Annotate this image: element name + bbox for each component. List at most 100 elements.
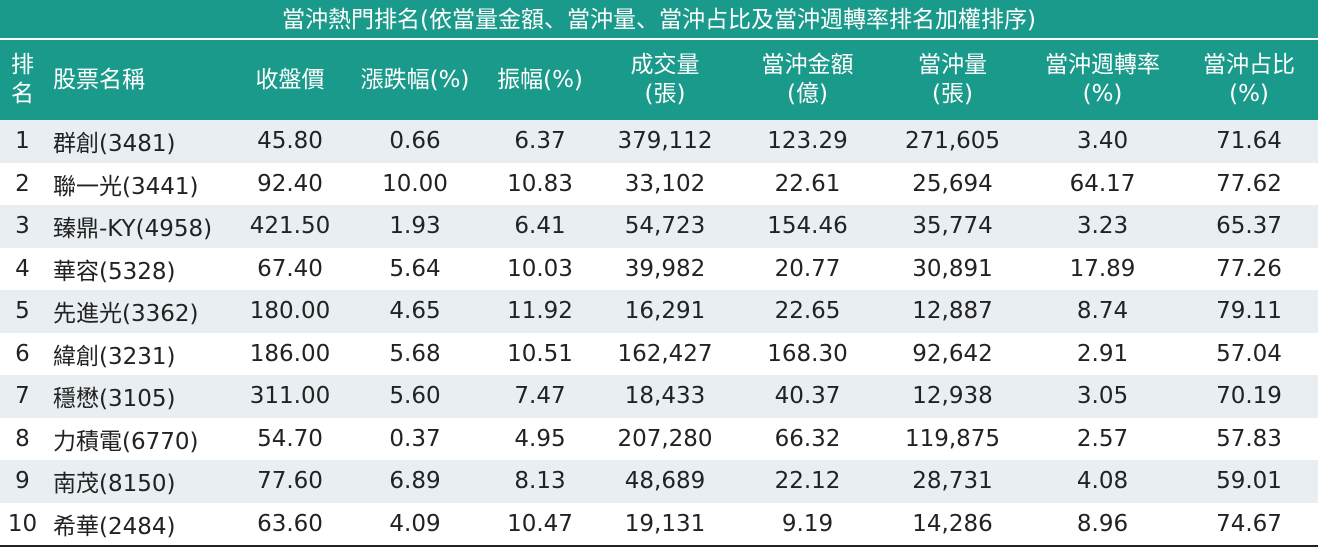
column-header: 當沖占比 (%) [1180,40,1318,120]
table-cell: 力積電(6770) [53,428,199,455]
table-cell: 群創(3481) [45,120,235,163]
table-cell: 74.67 [1216,510,1282,537]
table-cell: 19,131 [624,510,706,537]
table-row: 4 華容(5328) 67.40 5.64 10.03 39,982 20.77 30,891… [0,248,1318,291]
table-cell: 421.50 [235,205,345,248]
table-cell: 30,891 [912,255,993,282]
table-cell: 59.01 [1180,460,1318,503]
table-cell: 22.61 [774,170,841,197]
table-cell: 14,286 [912,510,993,537]
table-cell: 67.40 [257,255,323,282]
table-row: 3 臻鼎-KY(4958) 421.50 1.93 6.41 54,723 154.46 35… [0,205,1318,248]
column-header: 振幅(%) [485,40,595,120]
table-cell: 12,938 [880,375,1025,418]
table-cell: 臻鼎-KY(4958) [45,205,235,248]
table-row: 6 緯創(3231) 186.00 5.68 10.51 162,427 168.30 92,… [0,333,1318,376]
table-cell: 162,427 [617,340,713,367]
table-cell: 20.77 [774,255,841,282]
table-cell: 穩懋(3105) [45,375,235,418]
table-cell: 1 [0,120,45,163]
table-cell: 2 [15,170,30,197]
table-cell: 63.60 [257,510,323,537]
table-cell: 4.65 [345,290,485,333]
table-cell: 0.66 [345,120,485,163]
table-cell: 25,694 [912,170,993,197]
column-header: 排 名 [0,40,45,120]
table-cell: 92.40 [257,170,323,197]
table-cell: 7.47 [485,375,595,418]
table-cell: 40.37 [735,375,880,418]
table-cell: 186.00 [249,340,331,367]
table-title: 當沖熱門排名(依當量金額、當沖量、當沖占比及當沖週轉率排名加權排序) [0,0,1318,40]
table-cell: 28,731 [880,460,1025,503]
table-cell: 4.08 [1025,460,1180,503]
table-cell: 22.65 [735,290,880,333]
table-cell: 2.57 [1076,425,1129,452]
table-row: 9 南茂(8150) 77.60 6.89 8.13 48,689 22.12 28,731 4… [0,460,1318,503]
table-cell: 48,689 [595,460,735,503]
table-cell: 3.23 [1025,205,1180,248]
table-cell: 6 [15,340,30,367]
table-cell: 39,982 [624,255,706,282]
table-cell: 54,723 [595,205,735,248]
table-cell: 10.83 [507,170,573,197]
table-cell: 18,433 [595,375,735,418]
table-cell: 35,774 [880,205,1025,248]
table-cell: 聯一光(3441) [53,173,199,200]
ranking-table: 排 名股票名稱 收盤價 漲跌幅(%) 振幅(%) 成交量 (張) 當沖金額 (億) 當沖量 … [0,40,1318,547]
table-cell: 379,112 [595,120,735,163]
table-row: 2 聯一光(3441) 92.40 10.00 10.83 33,102 22.61 25,6… [0,163,1318,206]
table-cell: 南茂(8150) [45,460,235,503]
table-cell: 0.37 [389,425,441,452]
table-cell: 4 [15,255,30,282]
table-row: 10 希華(2484) 63.60 4.09 10.47 19,131 9.19 14,286… [0,503,1318,547]
table-cell: 10.03 [507,255,573,282]
table-cell: 9.19 [781,510,834,537]
column-header: 當沖週轉率 (%) [1025,40,1180,120]
table-cell: 6.41 [485,205,595,248]
table-header: 排 名股票名稱 收盤價 漲跌幅(%) 振幅(%) 成交量 (張) 當沖金額 (億) 當沖量 … [0,40,1318,120]
table-cell: 77.62 [1216,170,1282,197]
table-cell: 8 [15,425,30,452]
column-header: 股票名稱 [45,40,235,120]
table-cell: 6.37 [485,120,595,163]
table-cell: 9 [0,460,45,503]
table-cell: 3.40 [1025,120,1180,163]
table-cell: 11.92 [485,290,595,333]
table-cell: 123.29 [735,120,880,163]
table-cell: 7 [0,375,45,418]
table-cell: 8.96 [1076,510,1129,537]
table-cell: 華容(5328) [53,258,176,285]
table-cell: 33,102 [624,170,706,197]
table-cell: 10.51 [507,340,573,367]
table-cell: 4.95 [514,425,566,452]
table-cell: 4.09 [389,510,441,537]
header-row: 排 名股票名稱 收盤價 漲跌幅(%) 振幅(%) 成交量 (張) 當沖金額 (億) 當沖量 … [0,40,1318,120]
table-cell: 22.12 [735,460,880,503]
table-row: 1 群創(3481) 45.80 0.66 6.37 379,112 123.29 271,6… [0,120,1318,163]
table-cell: 77.26 [1216,255,1282,282]
table-cell: 17.89 [1069,255,1136,282]
table-cell: 71.64 [1180,120,1318,163]
column-header: 收盤價 [235,40,345,120]
table-cell: 271,605 [880,120,1025,163]
table-cell: 3 [0,205,45,248]
table-cell: 5.68 [389,340,441,367]
table-cell: 64.17 [1069,170,1136,197]
table-cell: 119,875 [904,425,1001,452]
table-cell: 70.19 [1180,375,1318,418]
table-cell: 8.13 [485,460,595,503]
table-cell: 207,280 [617,425,713,452]
table-body: 1 群創(3481) 45.80 0.66 6.37 379,112 123.29 271,6… [0,120,1318,546]
table-cell: 5.60 [345,375,485,418]
table-cell: 6.89 [345,460,485,503]
table-cell: 180.00 [235,290,345,333]
table-cell: 先進光(3362) [45,290,235,333]
table-row: 5 先進光(3362) 180.00 4.65 11.92 16,291 22.65 12,8… [0,290,1318,333]
table-cell: 10 [7,510,38,537]
table-cell: 5 [0,290,45,333]
table-cell: 54.70 [257,425,323,452]
table-cell: 10.00 [382,170,448,197]
column-header: 漲跌幅(%) [345,40,485,120]
table-cell: 77.60 [235,460,345,503]
